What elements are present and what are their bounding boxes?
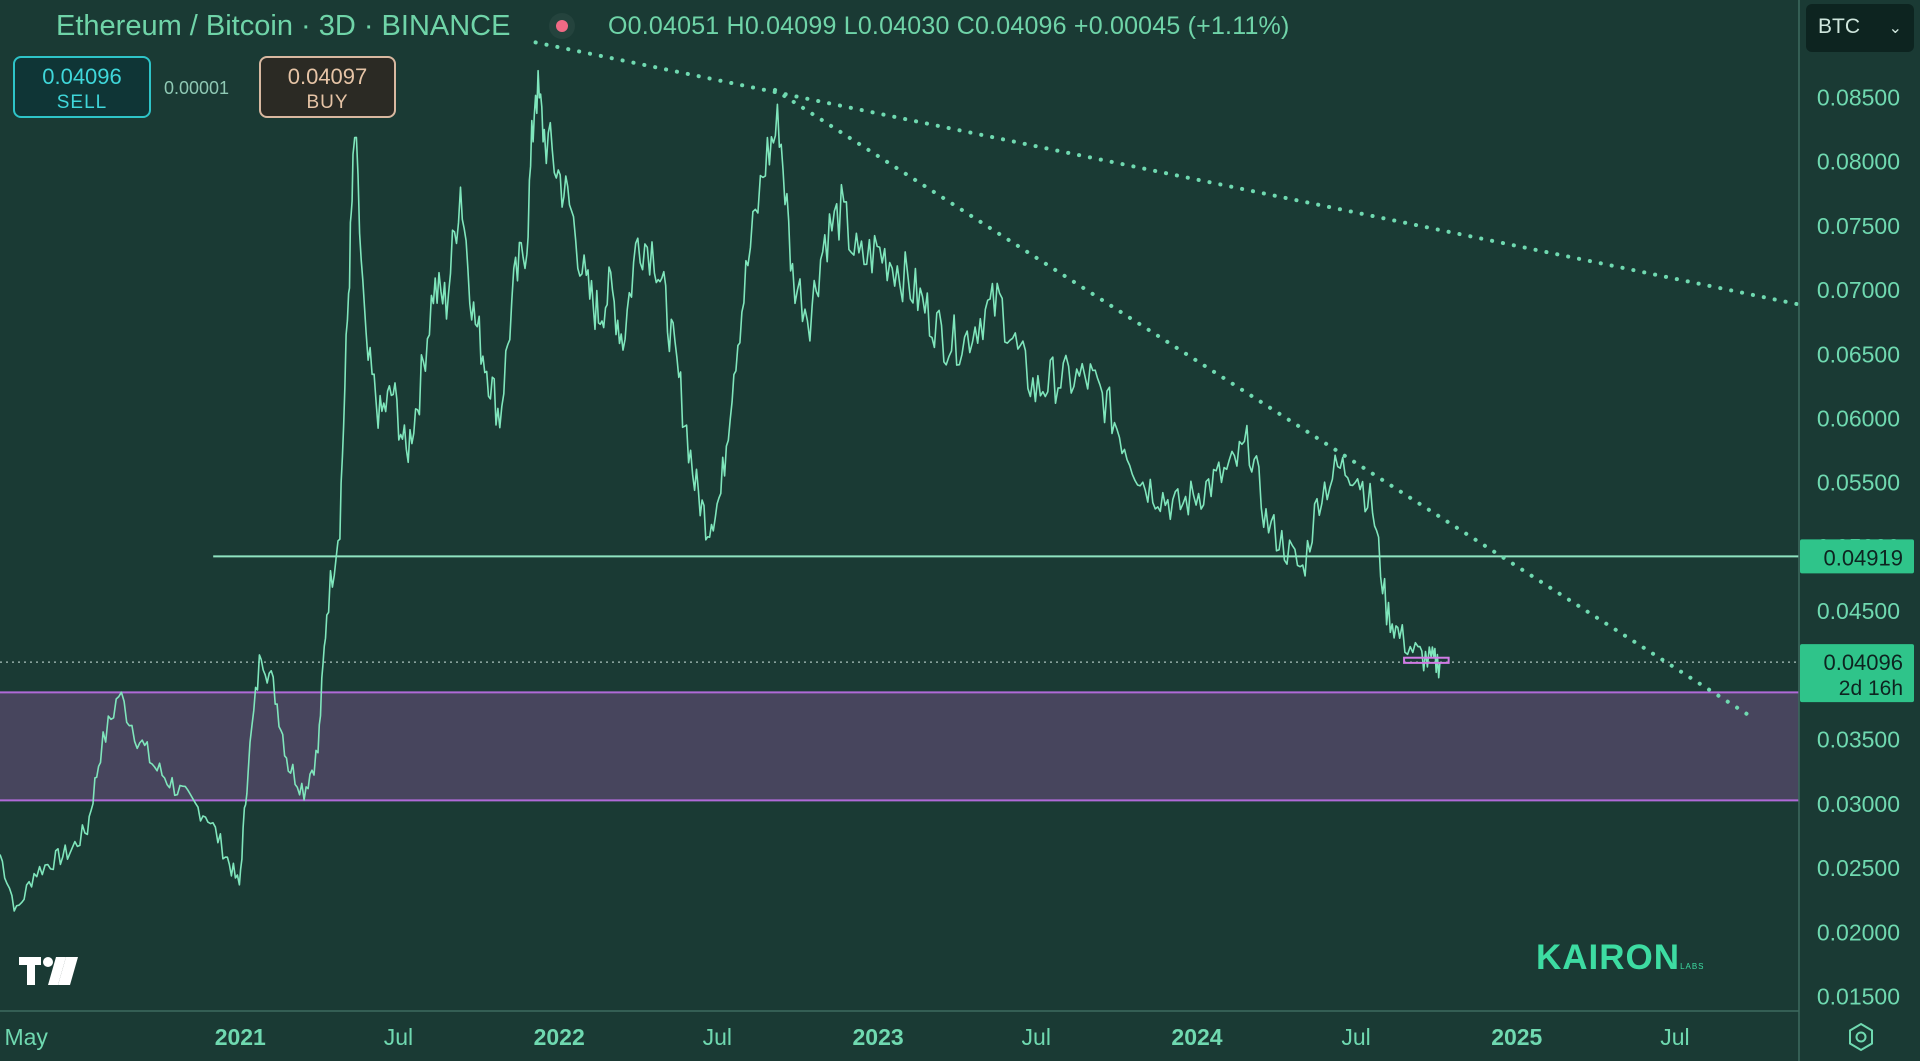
buy-button[interactable]: 0.04097 BUY (259, 56, 396, 118)
x-tick-label: Jul (1341, 1024, 1370, 1050)
currency-select-value: BTC (1818, 15, 1860, 38)
demand-zone (0, 692, 1799, 801)
status-dot-icon[interactable] (549, 13, 575, 39)
x-tick-label: 2023 (853, 1024, 904, 1050)
support-price-badge (1800, 539, 1914, 574)
price-series-1 (0, 69, 1441, 912)
support-price-label: 0.04919 (1823, 545, 1903, 570)
y-tick-label: 0.05500 (1817, 470, 1900, 496)
x-tick-label: Jul (1660, 1024, 1689, 1050)
sell-price: 0.04096 (42, 64, 122, 89)
x-tick-label: 2024 (1171, 1024, 1222, 1050)
watermark-logo: KAIRONLABS (1536, 938, 1705, 978)
x-tick-label: Jul (384, 1024, 413, 1050)
spread-value: 0.00001 (164, 78, 230, 98)
y-tick-label: 0.07500 (1817, 213, 1900, 239)
y-tick-label: 0.08000 (1817, 149, 1900, 175)
y-tick-label: 0.02000 (1817, 919, 1900, 945)
x-tick-label: Jul (1022, 1024, 1051, 1050)
chevron-down-icon: ⌄ (1888, 20, 1902, 37)
y-tick-label: 0.06000 (1817, 406, 1900, 432)
watermark-sub: LABS (1680, 962, 1705, 971)
y-tick-label: 0.06500 (1817, 341, 1900, 367)
sell-label: SELL (56, 92, 108, 113)
sell-button[interactable]: 0.04096 SELL (13, 56, 151, 118)
y-tick-label: 0.04500 (1817, 598, 1900, 624)
y-tick-label: 0.01500 (1817, 984, 1900, 1010)
current-price-label: 0.04096 (1823, 650, 1903, 675)
y-tick-label: 0.03500 (1817, 727, 1900, 753)
watermark-text: KAIRON (1536, 938, 1681, 977)
currency-select[interactable]: BTC ⌄ (1806, 4, 1914, 52)
chart-title: Ethereum / Bitcoin · 3D · BINANCE (56, 10, 511, 42)
x-tick-label: 2021 (215, 1024, 266, 1050)
buy-label: BUY (306, 92, 349, 113)
buy-price: 0.04097 (287, 64, 368, 89)
x-tick-label: May (4, 1024, 48, 1050)
current-price-badge (1800, 644, 1914, 703)
x-tick-label: Jul (703, 1024, 732, 1050)
x-tick-label: 2025 (1491, 1024, 1542, 1050)
y-tick-label: 0.07000 (1817, 277, 1900, 303)
trendline-1 (533, 40, 1801, 307)
countdown-label: 2d 16h (1839, 677, 1903, 700)
settings-icon[interactable] (1846, 1022, 1876, 1052)
tradingview-logo-icon[interactable] (18, 953, 80, 989)
y-tick-label: 0.08500 (1817, 84, 1900, 110)
x-tick-label: 2022 (534, 1024, 585, 1050)
y-tick-label: 0.02500 (1817, 855, 1900, 881)
y-tick-label: 0.03000 (1817, 791, 1900, 817)
consolidation-box (1403, 656, 1450, 664)
ohlc-readout: O0.04051 H0.04099 L0.04030 C0.04096 +0.0… (608, 12, 1290, 40)
